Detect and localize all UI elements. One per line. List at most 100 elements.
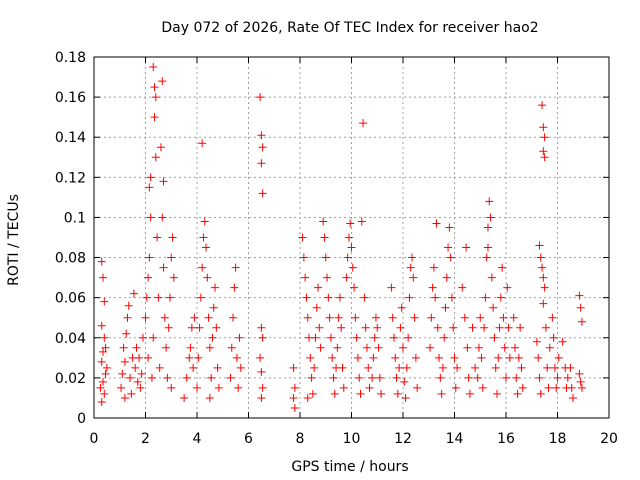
data-point bbox=[409, 273, 418, 282]
data-point bbox=[308, 389, 317, 398]
data-point bbox=[147, 373, 156, 382]
data-point bbox=[158, 213, 167, 222]
data-point bbox=[303, 393, 312, 402]
data-point bbox=[405, 293, 414, 302]
data-point bbox=[483, 223, 492, 232]
data-point bbox=[342, 273, 351, 282]
data-point bbox=[257, 159, 266, 168]
data-point bbox=[236, 363, 245, 372]
data-point bbox=[392, 373, 401, 382]
data-point bbox=[517, 363, 526, 372]
data-point bbox=[471, 363, 480, 372]
data-point bbox=[97, 321, 106, 330]
data-point bbox=[160, 313, 169, 322]
data-point bbox=[289, 363, 298, 372]
data-point bbox=[411, 353, 420, 362]
data-point bbox=[330, 389, 339, 398]
data-point bbox=[538, 101, 547, 110]
data-point bbox=[214, 383, 223, 392]
data-point bbox=[229, 313, 238, 322]
data-point bbox=[426, 343, 435, 352]
data-point bbox=[159, 177, 168, 186]
data-point bbox=[187, 323, 196, 332]
data-point bbox=[362, 343, 371, 352]
data-point bbox=[436, 373, 445, 382]
data-point bbox=[257, 323, 266, 332]
data-point bbox=[339, 383, 348, 392]
data-point bbox=[307, 373, 316, 382]
data-point bbox=[576, 303, 585, 312]
data-point bbox=[200, 217, 209, 226]
data-point bbox=[323, 273, 332, 282]
data-point bbox=[401, 393, 410, 402]
data-point bbox=[373, 323, 382, 332]
data-point bbox=[410, 313, 419, 322]
data-point bbox=[483, 243, 492, 252]
data-point bbox=[158, 77, 167, 86]
data-point bbox=[465, 389, 474, 398]
data-point bbox=[486, 213, 495, 222]
data-point bbox=[453, 363, 462, 372]
data-point bbox=[149, 333, 158, 342]
data-point bbox=[145, 253, 154, 262]
data-point bbox=[477, 353, 486, 362]
data-point bbox=[532, 337, 541, 346]
data-point bbox=[290, 383, 299, 392]
data-point bbox=[212, 323, 221, 332]
data-point bbox=[364, 363, 373, 372]
data-point bbox=[536, 389, 545, 398]
data-point bbox=[306, 353, 315, 362]
data-point bbox=[490, 333, 499, 342]
data-point bbox=[395, 363, 404, 372]
y-tick-label: 0.04 bbox=[55, 331, 86, 347]
data-point bbox=[208, 333, 217, 342]
data-point bbox=[207, 373, 216, 382]
data-point bbox=[514, 353, 523, 362]
data-point bbox=[539, 299, 548, 308]
data-point bbox=[352, 333, 361, 342]
data-point bbox=[481, 293, 490, 302]
data-point bbox=[509, 313, 518, 322]
data-point bbox=[463, 343, 472, 352]
y-tick-label: 0.16 bbox=[55, 90, 86, 106]
data-points bbox=[96, 63, 586, 412]
data-point bbox=[396, 323, 405, 332]
data-point bbox=[100, 297, 109, 306]
data-point bbox=[518, 383, 527, 392]
data-point bbox=[303, 313, 312, 322]
data-point bbox=[155, 363, 164, 372]
data-point bbox=[566, 363, 575, 372]
data-point bbox=[167, 253, 176, 262]
data-point bbox=[302, 293, 311, 302]
data-point bbox=[151, 93, 160, 102]
data-point bbox=[400, 377, 409, 386]
data-point bbox=[142, 293, 151, 302]
data-point bbox=[545, 343, 554, 352]
data-point bbox=[391, 353, 400, 362]
data-point bbox=[193, 383, 201, 392]
data-point bbox=[450, 353, 459, 362]
data-point bbox=[138, 333, 147, 342]
x-tick-label: 10 bbox=[343, 431, 361, 447]
data-point bbox=[169, 273, 178, 282]
data-point bbox=[335, 293, 344, 302]
data-point bbox=[350, 283, 359, 292]
data-point bbox=[227, 343, 236, 352]
data-point bbox=[213, 363, 222, 372]
data-point bbox=[375, 373, 384, 382]
data-point bbox=[558, 337, 567, 346]
data-point bbox=[402, 363, 411, 372]
data-point bbox=[539, 123, 548, 132]
data-point bbox=[328, 353, 337, 362]
data-point bbox=[97, 257, 106, 266]
data-point bbox=[429, 263, 438, 272]
data-point bbox=[355, 373, 364, 382]
data-point bbox=[370, 333, 379, 342]
data-point bbox=[344, 233, 353, 242]
data-point bbox=[146, 173, 155, 182]
data-point bbox=[577, 383, 586, 392]
data-point bbox=[230, 283, 239, 292]
data-point bbox=[301, 273, 310, 282]
